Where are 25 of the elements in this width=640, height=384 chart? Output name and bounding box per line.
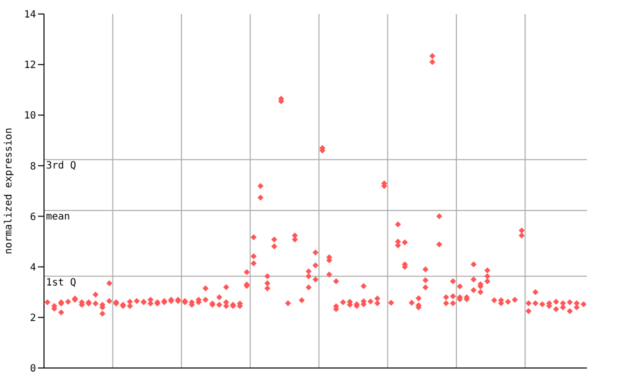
point [99,310,106,317]
ref-line-label: mean [46,212,70,223]
y-tick-label: 6 [30,212,36,223]
point [223,284,230,290]
y-tick-label: 2 [30,312,36,324]
point [477,289,484,296]
point [312,276,318,282]
y-tick-label: 14 [24,10,36,21]
point [306,284,312,290]
y-tick-label: 4 [30,262,36,274]
y-tick-label: 12 [24,60,36,72]
point [58,309,64,316]
point [450,300,456,306]
point [422,284,428,290]
ref-line-label: 1st Q [46,277,76,288]
point [326,271,332,278]
y-axis-title: normalized expression [4,128,15,254]
y-tick-label: 8 [30,161,36,172]
point [484,278,490,284]
point [470,287,477,294]
point [264,285,270,292]
ref-line-label: 3rd Q [46,160,76,172]
y-tick-label: 10 [24,110,36,122]
y-tick-label: 0 [30,364,36,375]
point [250,260,257,266]
